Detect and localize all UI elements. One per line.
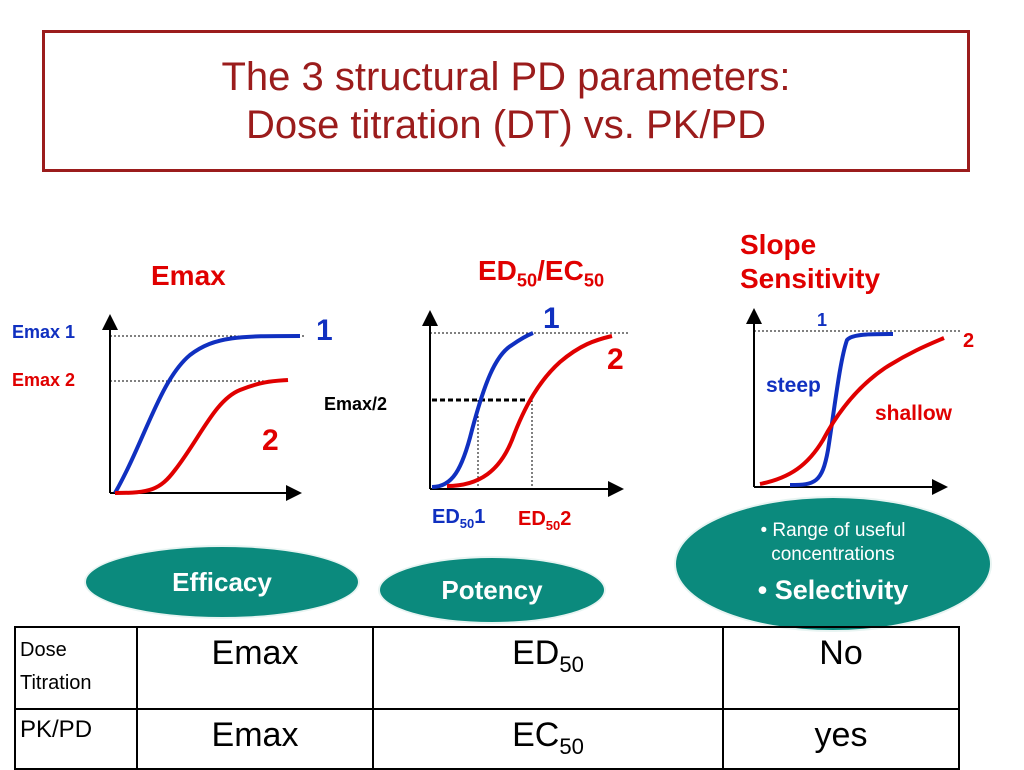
comparison-table: Dose Titration Emax ED50 No PK/PD Emax E…	[14, 626, 960, 770]
title-line1: The 3 structural PD parameters:	[221, 55, 791, 99]
emax-panel	[102, 314, 306, 501]
selectivity-item: • Selectivity	[757, 575, 909, 605]
table-cell: Emax	[136, 626, 374, 710]
table-row: Dose Titration Emax ED50 No	[14, 626, 960, 710]
range-item: • Range of useful concentrations	[760, 520, 906, 565]
ed50-curve1-label: 1	[543, 302, 560, 335]
slope-panel	[746, 308, 960, 495]
table-cell: No	[722, 626, 960, 710]
row-label: PK/PD	[14, 708, 138, 770]
ed50-curve2-label: 2	[607, 343, 624, 376]
emax-curve-2	[114, 378, 289, 495]
table-cell: Emax	[136, 708, 374, 770]
table-row: PK/PD Emax EC50 yes	[14, 708, 960, 770]
efficacy-pill: Efficacy	[84, 545, 360, 619]
selectivity-pill: • Range of useful concentrations • Selec…	[674, 496, 992, 632]
emax1-label: Emax 1	[12, 322, 76, 342]
steep-label: steep	[766, 374, 821, 397]
emax-curve1-label: 1	[316, 314, 333, 347]
ed50-curve-2	[446, 334, 613, 488]
ed50-curve-1	[431, 331, 534, 489]
ed50-1-label: ED501	[432, 506, 486, 531]
emax-curve2-label: 2	[262, 424, 279, 457]
table-cell: EC50	[372, 708, 724, 770]
ed50-2-label: ED502	[518, 508, 572, 533]
title-line2: Dose titration (DT) vs. PK/PD	[245, 103, 767, 147]
selectivity-list: • Range of useful concentrations • Selec…	[710, 519, 956, 609]
table-cell: yes	[722, 708, 960, 770]
row-label: Dose Titration	[14, 626, 138, 710]
shallow-label: shallow	[875, 402, 953, 425]
ed50-header: ED50/EC50	[478, 255, 605, 291]
emax-curve-1	[113, 334, 301, 494]
slope-curve1-label: 1	[817, 310, 828, 330]
potency-pill: Potency	[378, 556, 606, 624]
slope-curve2-label: 2	[963, 330, 975, 352]
slope-header: Slope Sensitivity	[740, 229, 881, 294]
emax-header: Emax	[151, 260, 226, 291]
ed50-panel	[422, 310, 630, 497]
emax-half-label: Emax/2	[324, 394, 388, 414]
slope-curve-steep	[789, 332, 894, 487]
table-cell: ED50	[372, 626, 724, 710]
emax2-label: Emax 2	[12, 370, 76, 390]
slope-curve-shallow	[759, 336, 945, 486]
title-box: The 3 structural PD parameters: Dose tit…	[42, 30, 970, 172]
